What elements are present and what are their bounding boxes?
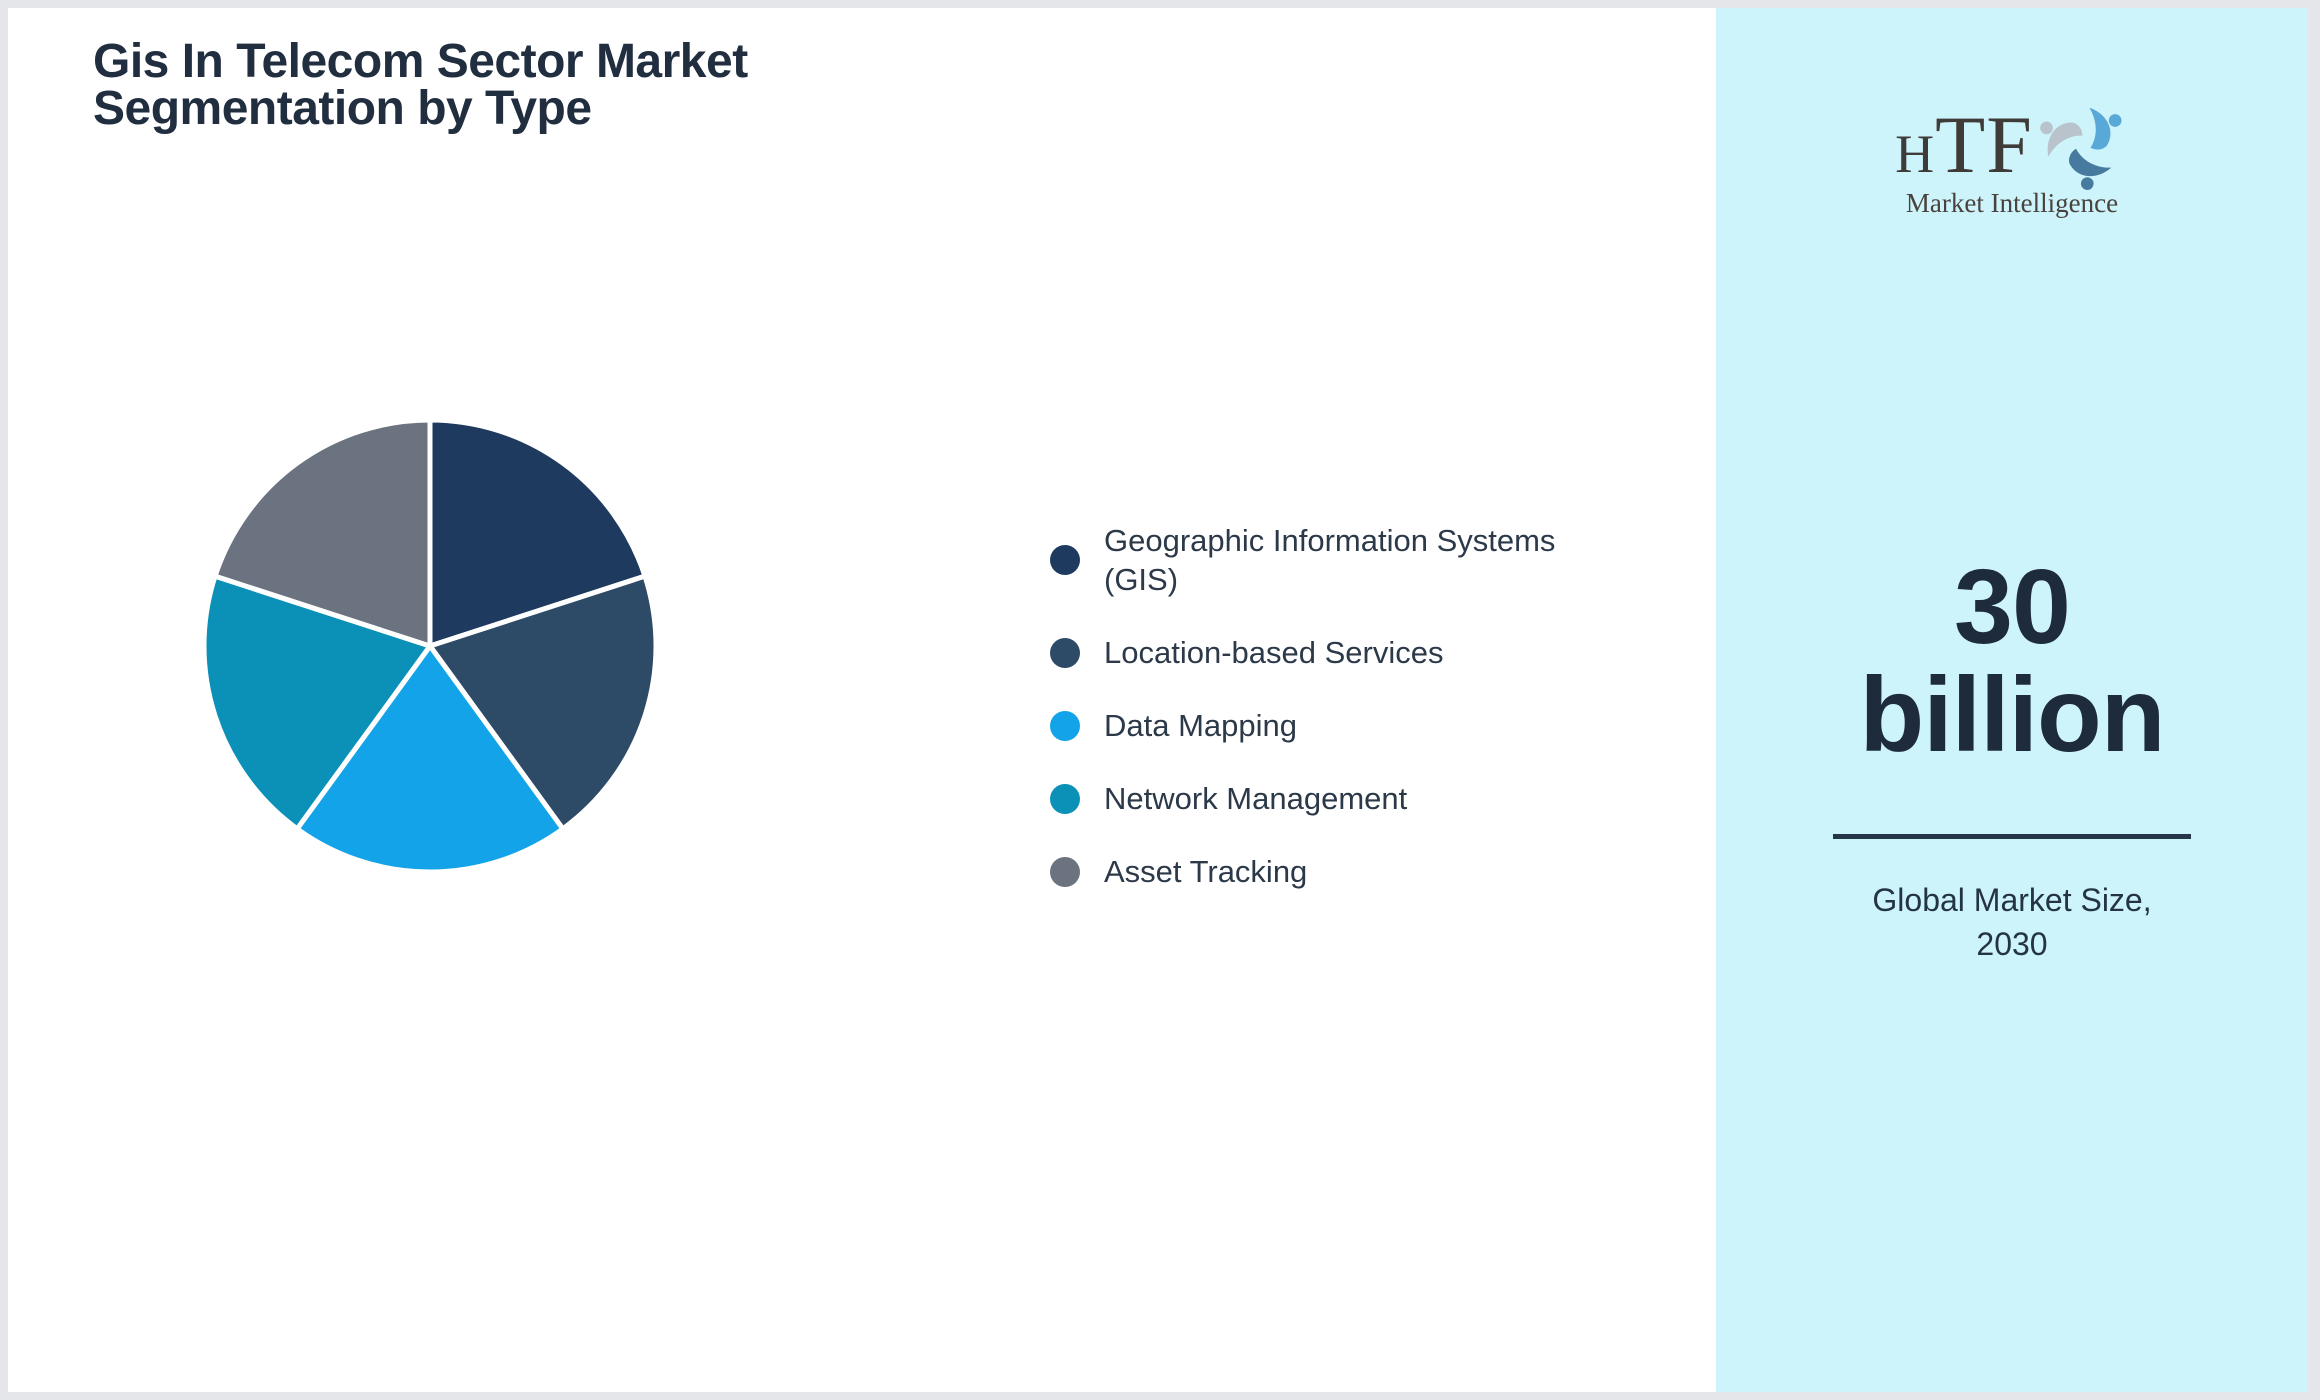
htf-logo: HTF xyxy=(1716,80,2308,219)
pie-chart xyxy=(198,414,662,878)
stat-value-line1: 30 xyxy=(1954,548,2071,666)
stat-label-line1: Global Market Size, xyxy=(1872,882,2152,918)
sidebar: HTF xyxy=(1716,8,2308,1392)
legend-item: Data Mapping xyxy=(1050,706,1610,745)
htf-logo-letters-tf: TF xyxy=(1935,99,2033,190)
legend-dot-icon xyxy=(1050,545,1080,575)
htf-logo-letter-h: H xyxy=(1895,124,1936,184)
stat-value: 30 billion xyxy=(1716,553,2308,769)
legend-dot-icon xyxy=(1050,856,1080,887)
legend-dot-icon xyxy=(1050,710,1080,741)
htf-logo-subtitle: Market Intelligence xyxy=(1905,188,2119,218)
pie-slice-3 xyxy=(201,573,433,832)
stat-divider xyxy=(1833,834,2191,839)
htf-logo-row: HTF xyxy=(1895,80,2129,190)
legend: Geographic Information Systems (GIS) Loc… xyxy=(1050,521,1610,891)
legend-label: Geographic Information Systems (GIS) xyxy=(1104,523,1556,597)
legend-label: Network Management xyxy=(1104,781,1408,816)
legend-label: Data Mapping xyxy=(1104,708,1298,743)
stat-label: Global Market Size, 2030 xyxy=(1716,878,2308,966)
legend-item: Network Management xyxy=(1050,779,1610,818)
legend-label: Asset Tracking xyxy=(1104,854,1308,889)
legend-item: Location-based Services xyxy=(1050,633,1610,672)
pie-slice-4 xyxy=(212,417,433,649)
pie-slice-2 xyxy=(294,643,566,875)
legend-item: Asset Tracking xyxy=(1050,852,1610,891)
page-title-line2: Segmentation by Type xyxy=(93,82,592,135)
htf-logo-swirl-icon xyxy=(2040,107,2122,190)
pie-slice-0 xyxy=(427,417,648,649)
pie-slice-1 xyxy=(427,573,659,832)
pie-chart-svg xyxy=(201,417,659,875)
legend-dot-icon xyxy=(1050,783,1080,814)
stat-value-line2: billion xyxy=(1859,656,2165,774)
legend-dot-icon xyxy=(1050,637,1080,668)
htf-logo-text: HTF xyxy=(1895,104,2033,186)
stat-label-line2: 2030 xyxy=(1976,926,2048,962)
main-panel: Gis In Telecom Sector Market Segmentatio… xyxy=(8,8,1716,1392)
legend-item: Geographic Information Systems (GIS) xyxy=(1050,521,1610,599)
legend-label: Location-based Services xyxy=(1104,635,1444,670)
page-title: Gis In Telecom Sector Market Segmentatio… xyxy=(93,35,1193,135)
page-title-line1: Gis In Telecom Sector Market xyxy=(93,35,748,88)
